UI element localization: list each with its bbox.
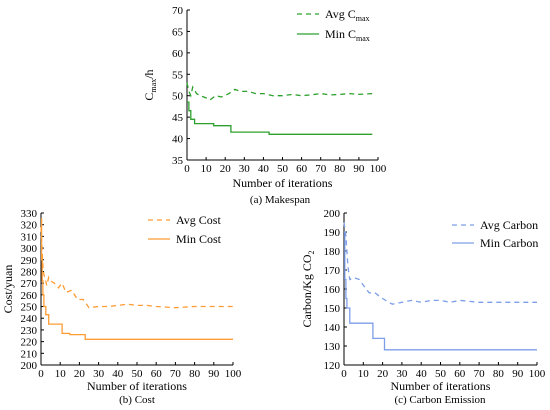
- carbon-x-tick-label: 40: [416, 368, 428, 380]
- cost-series-min-line: [40, 218, 233, 340]
- makespan-caption: (a) Makespan: [250, 194, 311, 206]
- carbon-caption: (c) Carbon Emission: [394, 394, 486, 406]
- makespan-y-tick-label: 60: [172, 48, 184, 60]
- carbon-y-tick-label: 170: [324, 265, 341, 277]
- carbon-legend-label: Min Carbon: [480, 236, 538, 250]
- carbon-y-tick-label: 190: [324, 227, 341, 239]
- makespan-y-axis-label: Cmax/h: [142, 69, 158, 100]
- carbon-x-tick-label: 0: [341, 368, 347, 380]
- makespan-legend-label: Min Cmax: [325, 27, 370, 43]
- cost-y-tick-label: 320: [21, 220, 38, 232]
- cost-y-axis-label: Cost/yuan: [1, 265, 15, 314]
- cost-y-tick-label: 230: [21, 325, 38, 337]
- carbon-x-tick-label: 10: [358, 368, 370, 380]
- carbon-y-tick-label: 200: [324, 208, 341, 220]
- makespan-series-avg-line: [186, 82, 373, 101]
- cost-y-tick-label: 330: [21, 208, 38, 220]
- carbon-x-axis-label: Number of iterations: [391, 379, 491, 393]
- carbon-y-tick-label: 130: [324, 341, 341, 353]
- makespan-x-tick-label: 30: [239, 163, 251, 175]
- carbon-y-tick-label: 140: [324, 322, 341, 334]
- carbon-x-tick-label: 20: [377, 368, 389, 380]
- carbon-series-avg-line: [343, 222, 537, 305]
- cost-x-tick-label: 90: [208, 368, 220, 380]
- makespan-legend-label: Avg Cmax: [325, 7, 370, 23]
- cost-y-tick-label: 250: [21, 302, 38, 314]
- cost-x-tick-label: 80: [189, 368, 201, 380]
- cost-x-tick-label: 70: [170, 368, 182, 380]
- cost-x-tick-label: 20: [74, 368, 86, 380]
- cost-x-tick-label: 100: [225, 368, 242, 380]
- cost-x-tick-label: 60: [151, 368, 163, 380]
- cost-x-tick-label: 50: [132, 368, 144, 380]
- makespan-y-tick-label: 45: [172, 112, 184, 124]
- makespan-x-tick-label: 50: [277, 163, 289, 175]
- carbon-x-tick-label: 60: [454, 368, 466, 380]
- makespan-x-tick-label: 100: [370, 163, 387, 175]
- carbon-x-tick-label: 100: [529, 368, 546, 380]
- carbon-y-tick-label: 160: [324, 284, 341, 296]
- makespan-x-tick-label: 90: [353, 163, 365, 175]
- carbon-chart: 0 10 20 30 40 50 60 70 80 90 100 120 130 140 150 160 170…: [300, 208, 546, 406]
- carbon-y-axis-label: Carbon/Kg CO2: [300, 251, 316, 328]
- cost-x-tick-label: 0: [38, 368, 44, 380]
- cost-legend-label: Avg Cost: [176, 213, 221, 227]
- makespan-x-tick-label: 20: [220, 163, 232, 175]
- makespan-y-tick-label: 65: [172, 26, 184, 38]
- cost-x-tick-label: 10: [55, 368, 67, 380]
- makespan-x-tick-label: 80: [334, 163, 346, 175]
- carbon-series-min-line: [344, 231, 537, 351]
- makespan-x-tick-label: 0: [184, 163, 190, 175]
- cost-y-tick-label: 200: [21, 360, 38, 372]
- cost-legend-label: Min Cost: [176, 232, 222, 246]
- carbon-y-tick-label: 150: [324, 303, 341, 315]
- cost-y-tick-label: 300: [21, 243, 38, 255]
- cost-y-tick-label: 280: [21, 266, 38, 278]
- cost-x-tick-label: 30: [93, 368, 105, 380]
- makespan-y-tick-label: 55: [172, 69, 184, 81]
- makespan-y-tick-label: 50: [172, 91, 184, 103]
- cost-y-tick-label: 290: [21, 255, 38, 267]
- makespan-x-tick-label: 10: [201, 163, 213, 175]
- cost-y-tick-label: 310: [21, 231, 38, 243]
- makespan-x-axis-label: Number of iterations: [233, 176, 333, 190]
- cost-y-tick-label: 210: [21, 348, 38, 360]
- makespan-x-tick-label: 70: [315, 163, 327, 175]
- carbon-x-tick-label: 90: [512, 368, 524, 380]
- cost-chart: 0 10 20 30 40 50 60 70 80 90 100 200210220230240250…: [1, 208, 242, 406]
- cost-y-tick-label: 260: [21, 290, 38, 302]
- makespan-y-tick-label: 35: [172, 155, 184, 167]
- makespan-x-tick-label: 40: [258, 163, 270, 175]
- carbon-y-tick-label: 120: [324, 360, 341, 372]
- carbon-x-tick-label: 30: [396, 368, 408, 380]
- carbon-x-tick-label: 80: [493, 368, 505, 380]
- makespan-series-min-line: [187, 101, 373, 135]
- carbon-x-tick-label: 50: [435, 368, 447, 380]
- makespan-x-tick-label: 60: [296, 163, 308, 175]
- makespan-y-tick-label: 70: [172, 5, 184, 17]
- makespan-chart: 0 10 20 30 40 50 60 70 80 90 100 35 40 45 50 55 60 65 70 Av…: [142, 5, 387, 206]
- carbon-x-tick-label: 70: [474, 368, 486, 380]
- cost-caption: (b) Cost: [119, 394, 155, 406]
- cost-y-tick-label: 220: [21, 337, 38, 349]
- cost-y-tick-label: 270: [21, 278, 38, 290]
- carbon-legend-label: Avg Carbon: [480, 218, 538, 232]
- carbon-y-tick-label: 180: [324, 246, 341, 258]
- makespan-y-tick-label: 40: [172, 134, 184, 146]
- cost-x-tick-label: 40: [112, 368, 124, 380]
- cost-x-axis-label: Number of iterations: [87, 379, 187, 393]
- cost-y-tick-label: 240: [21, 313, 38, 325]
